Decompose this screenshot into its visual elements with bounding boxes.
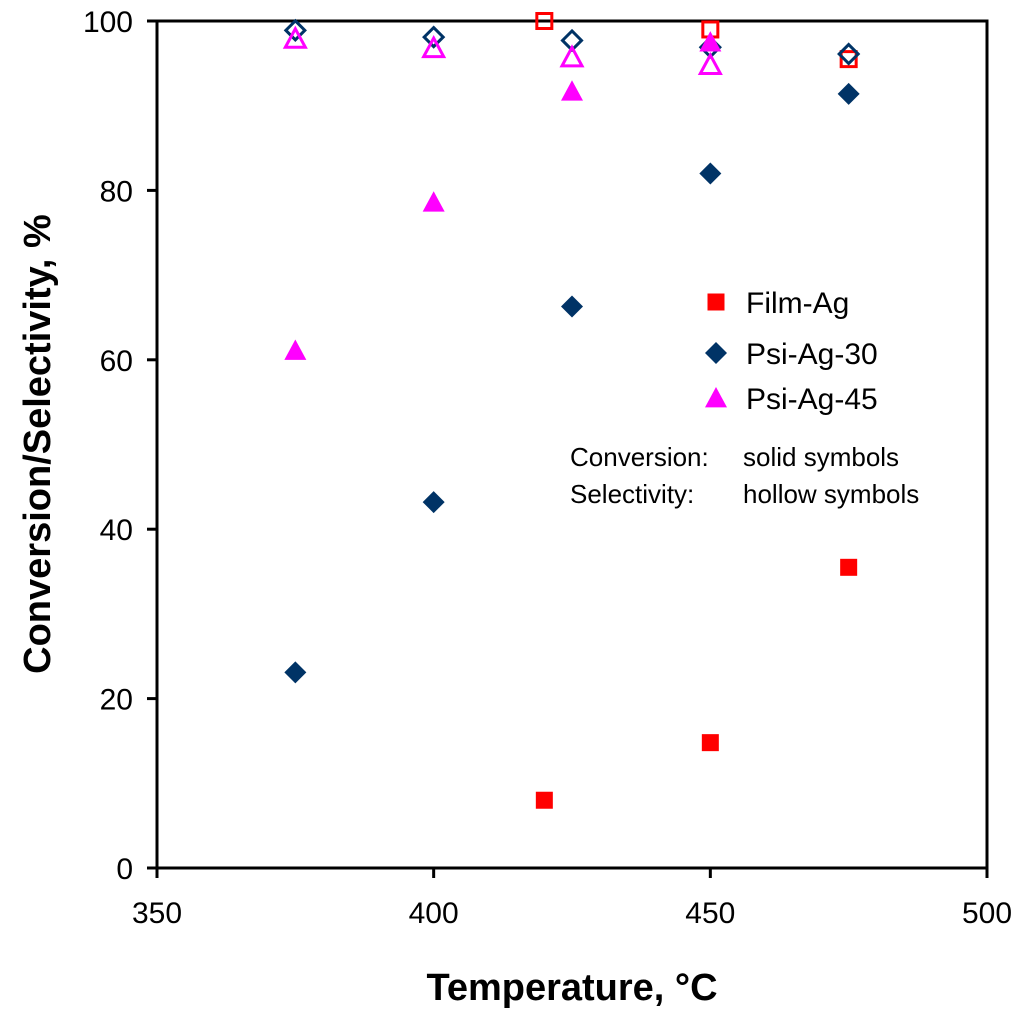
note-conversion-label: Conversion:	[570, 442, 709, 472]
point-psi-ag-45-selectivity	[421, 34, 447, 59]
y-tick-label: 100	[83, 6, 133, 39]
marker-note: Conversion: solid symbols Selectivity: h…	[570, 442, 919, 509]
axis-ticks: 350 400 450 500 0 20 40 60 80 100	[83, 6, 1012, 930]
plot-area-frame	[155, 19, 989, 870]
x-tick-label: 500	[962, 897, 1012, 930]
legend-marker-psi-ag-30	[705, 342, 727, 364]
point-psi-ag-45-selectivity	[697, 51, 723, 76]
point-psi-ag-30-selectivity	[422, 25, 446, 49]
note-selectivity-label: Selectivity:	[570, 479, 694, 509]
point-psi-ag-45-conversion	[699, 31, 722, 52]
y-axis-title: Conversion/Selectivity, %	[17, 214, 59, 674]
point-psi-ag-45-conversion	[561, 80, 583, 101]
x-axis-title: Temperature, °C	[426, 967, 717, 1009]
point-film-ag-conversion	[535, 791, 553, 809]
x-tick-label: 400	[409, 897, 459, 930]
point-psi-ag-30-conversion	[837, 82, 860, 105]
point-psi-ag-30-conversion	[561, 295, 583, 318]
y-tick-label: 0	[116, 853, 133, 886]
y-tick-label: 20	[100, 684, 133, 717]
point-psi-ag-30-conversion	[699, 162, 722, 185]
note-selectivity-text: hollow symbols	[743, 479, 919, 509]
legend-marker-psi-ag-45	[705, 387, 727, 408]
point-film-ag-conversion	[701, 734, 719, 752]
data-points	[282, 12, 861, 809]
legend-label-psi-ag-45: Psi-Ag-45	[746, 383, 878, 416]
legend-marker-film-ag	[707, 293, 725, 311]
legend: Film-Ag Psi-Ag-30 Psi-Ag-45	[705, 287, 878, 416]
y-tick-label: 80	[100, 175, 133, 208]
x-tick-label: 450	[685, 897, 735, 930]
point-psi-ag-30-selectivity	[283, 18, 307, 42]
y-tick-label: 60	[100, 345, 133, 378]
point-psi-ag-45-conversion	[284, 339, 307, 360]
point-psi-ag-45-selectivity	[559, 44, 585, 68]
point-psi-ag-30-conversion	[422, 491, 445, 514]
point-film-ag-selectivity	[535, 12, 554, 30]
y-tick-label: 40	[100, 514, 133, 547]
note-conversion-text: solid symbols	[743, 442, 899, 472]
point-film-ag-conversion	[840, 558, 858, 576]
point-psi-ag-45-conversion	[422, 191, 445, 212]
legend-label-film-ag: Film-Ag	[746, 287, 849, 320]
point-psi-ag-30-conversion	[284, 661, 307, 684]
x-tick-label: 350	[132, 897, 182, 930]
legend-label-psi-ag-30: Psi-Ag-30	[746, 338, 878, 371]
point-film-ag-selectivity	[839, 50, 858, 69]
point-psi-ag-45-selectivity	[282, 25, 308, 49]
point-psi-ag-30-selectivity	[837, 42, 861, 66]
